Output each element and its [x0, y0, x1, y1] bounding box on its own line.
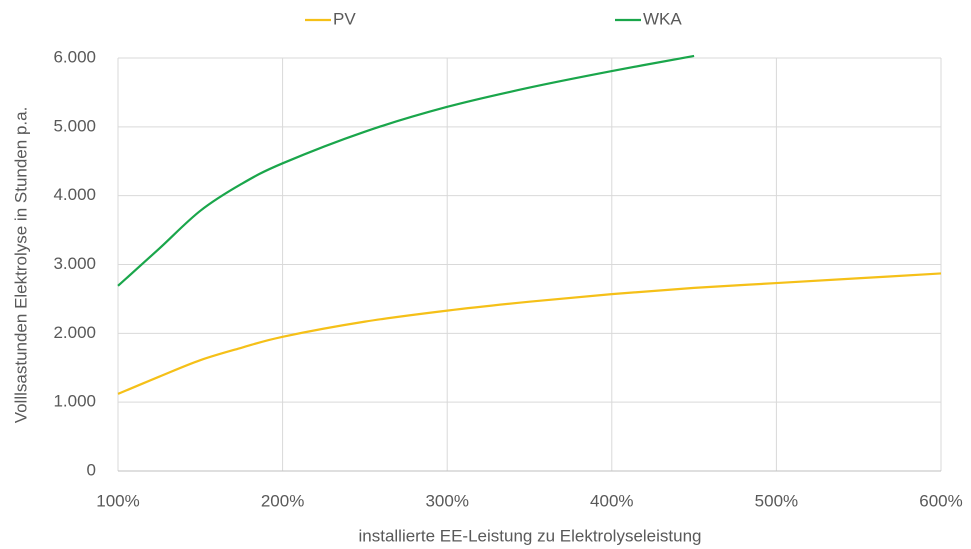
y-tick-label: 1.000	[53, 392, 96, 411]
line	[117, 54, 695, 287]
x-tick-label: 200%	[261, 491, 304, 510]
y-tick-label: 3.000	[53, 254, 96, 273]
x-tick-label: 100%	[96, 491, 139, 510]
line	[117, 272, 942, 395]
y-axis-label: Volllsastunden Elektrolyse in Stunden p.…	[11, 107, 30, 424]
y-tick-label: 4.000	[53, 185, 96, 204]
y-tick-label: 2.000	[53, 323, 96, 342]
y-tick-label: 0	[87, 460, 96, 479]
x-tick-label: 600%	[919, 491, 962, 510]
x-axis-label: installierte EE-Leistung zu Elektrolysel…	[358, 526, 701, 545]
x-tick-label: 500%	[755, 491, 798, 510]
legend-label: PV	[333, 9, 356, 28]
y-tick-label: 5.000	[53, 116, 96, 135]
legend-label: WKA	[643, 9, 682, 28]
x-tick-label: 400%	[590, 491, 633, 510]
y-tick-label: 6.000	[53, 47, 96, 66]
x-tick-label: 300%	[425, 491, 468, 510]
